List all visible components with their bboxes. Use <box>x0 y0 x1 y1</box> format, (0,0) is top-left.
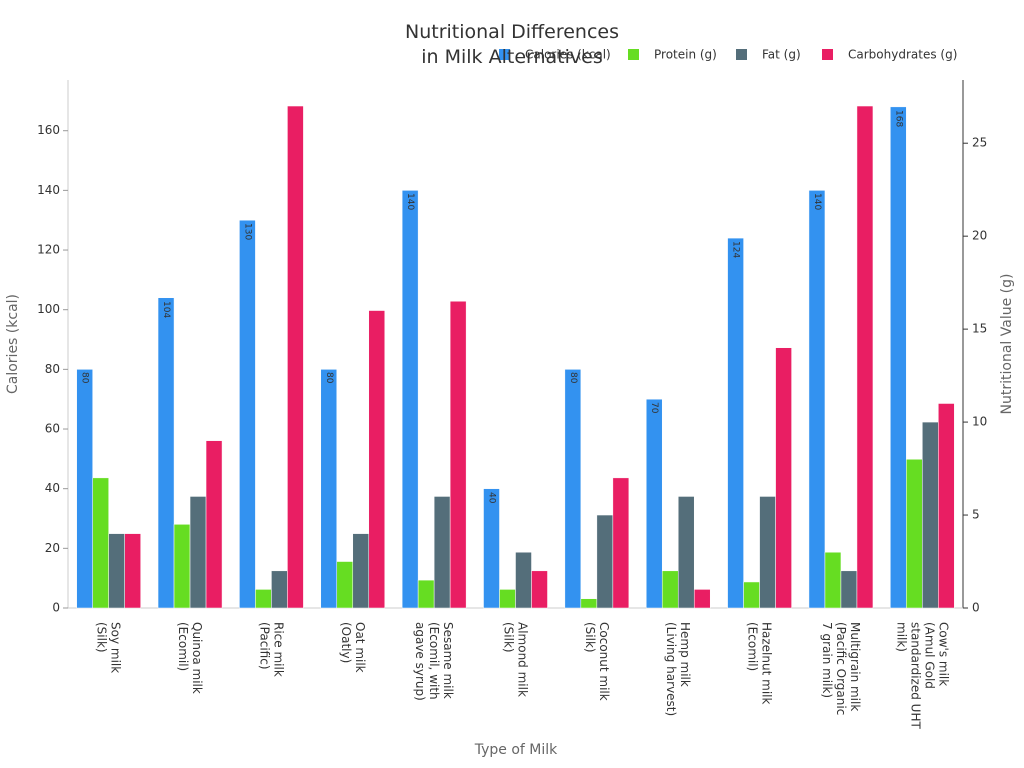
bar <box>906 459 923 609</box>
bar <box>368 310 386 609</box>
bar <box>645 398 663 609</box>
x-tick-label: Coconut milk (Silk) <box>582 622 611 701</box>
y-tick-label: 80 <box>45 362 60 376</box>
bar <box>531 570 548 609</box>
bar <box>727 237 744 609</box>
x-tick-label: Soy milk (Silk) <box>94 622 123 674</box>
legend-marker <box>736 49 747 60</box>
bar <box>808 190 826 609</box>
legend-marker <box>822 49 833 60</box>
bar <box>205 440 223 609</box>
bar <box>352 533 370 609</box>
bar <box>499 589 516 609</box>
x-tick-label: Hazelnut milk (Ecomil) <box>745 622 774 705</box>
y2-tick-label: 5 <box>972 508 980 522</box>
value-label: 80 <box>567 372 578 384</box>
bar <box>661 570 679 609</box>
legend-label: Calories (kcal) <box>525 48 611 62</box>
value-label: 140 <box>811 193 822 211</box>
bar <box>157 297 175 609</box>
bar <box>401 190 419 609</box>
bar <box>775 347 792 609</box>
y2-tick-label: 25 <box>972 136 987 150</box>
bar <box>239 219 256 609</box>
bar <box>271 570 288 609</box>
bar <box>743 581 760 609</box>
value-label: 168 <box>893 109 904 128</box>
bar <box>922 421 939 609</box>
y-tick-label: 0 <box>52 601 60 615</box>
value-label: 124 <box>730 241 741 259</box>
bar <box>564 369 582 609</box>
legend-label: Protein (g) <box>654 48 717 62</box>
bar <box>856 105 874 609</box>
bar <box>173 524 191 609</box>
y2-tick-label: 15 <box>972 322 987 336</box>
bar <box>580 598 598 609</box>
bar <box>449 300 467 609</box>
y-tick-label: 20 <box>45 541 60 555</box>
bar <box>693 589 711 609</box>
x-tick-label: Quinoa milk (Ecomil) <box>176 622 205 694</box>
bar <box>612 477 630 609</box>
bar <box>483 488 500 609</box>
bar <box>515 551 532 609</box>
value-label: 130 <box>242 223 253 241</box>
y2-tick-label: 0 <box>972 601 980 615</box>
legend-marker <box>499 49 510 60</box>
bar <box>124 533 141 609</box>
bar <box>255 589 272 609</box>
bar <box>677 496 695 609</box>
value-label: 80 <box>79 372 90 384</box>
y-tick-label: 60 <box>45 422 60 436</box>
y-tick-label: 160 <box>37 123 60 137</box>
bar <box>189 496 207 609</box>
y-tick-label: 120 <box>37 243 60 257</box>
value-label: 140 <box>405 193 416 211</box>
y2-axis-label: Nutritional Value (g) <box>999 273 1015 415</box>
x-tick-label: Oat milk (Oatly) <box>338 622 367 673</box>
bar <box>76 369 93 609</box>
bar <box>92 477 109 609</box>
y-tick-label: 40 <box>45 481 60 495</box>
bar <box>759 496 776 609</box>
bar <box>108 533 125 609</box>
legend-marker <box>628 49 639 60</box>
y-axis-label: Calories (kcal) <box>5 293 21 395</box>
y2-tick-label: 20 <box>972 229 987 243</box>
x-axis-label: Type of Milk <box>474 742 558 758</box>
legend-label: Fat (g) <box>762 48 801 62</box>
bar <box>417 579 435 609</box>
x-tick-label: Multigrain milk (Pacific Organic 7 grain… <box>819 622 862 716</box>
x-tick-label: Rice milk (Pacific) <box>257 622 286 677</box>
y-tick-label: 100 <box>37 302 60 316</box>
x-tick-label: Cow's milk (Amul Gold standardized UHT m… <box>894 622 951 729</box>
bar <box>938 403 955 609</box>
bar <box>336 561 354 609</box>
chart-title: Nutritional Differences in Milk Alternat… <box>404 21 619 68</box>
y2-tick-label: 10 <box>972 415 987 429</box>
bar <box>840 570 858 609</box>
x-tick-label: Hemp milk (Living harvest) <box>664 622 693 717</box>
x-tick-label: Sesame milk (Ecomil, with agave syrup) <box>413 622 456 701</box>
x-tick-label: Almond milk (Silk) <box>501 622 530 697</box>
value-label: 40 <box>486 491 497 504</box>
value-label: 70 <box>649 402 660 414</box>
bar <box>890 106 907 609</box>
value-label: 104 <box>161 300 172 318</box>
bar <box>433 496 451 609</box>
bar <box>287 105 304 609</box>
legend-label: Carbohydrates (g) <box>848 48 957 62</box>
value-label: 80 <box>323 372 334 384</box>
bar <box>320 369 338 609</box>
bar <box>596 514 614 609</box>
bar <box>824 551 842 609</box>
y-tick-label: 140 <box>37 183 60 197</box>
